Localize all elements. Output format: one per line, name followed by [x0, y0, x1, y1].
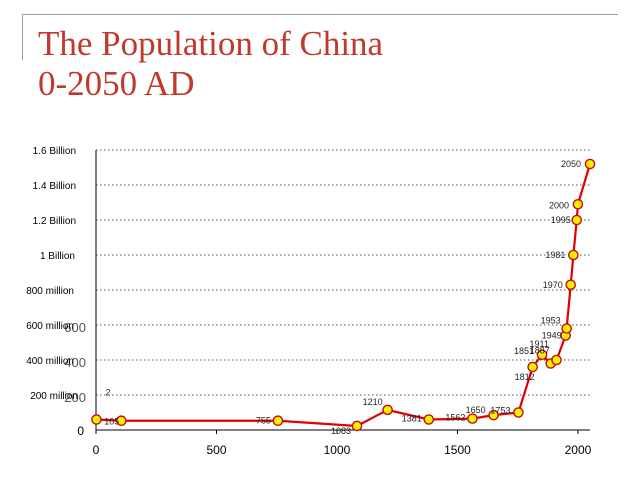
- data-point: [527, 361, 538, 373]
- data-point: [551, 354, 562, 366]
- faint-y-tick-label: 600: [64, 320, 86, 335]
- data-point: [513, 407, 524, 418]
- y-tick-label-0: 0: [77, 424, 84, 438]
- y-annotation-label: 1 Billion: [40, 251, 75, 262]
- data-point-label: 2050: [561, 159, 581, 169]
- data-point-label: 1753: [490, 406, 510, 416]
- data-point-label: 1911: [530, 339, 549, 349]
- data-point-label: 1995: [551, 215, 571, 225]
- data-point: [382, 404, 393, 416]
- y-annotation-label: 200 million: [30, 391, 78, 402]
- data-point: [467, 413, 478, 424]
- title-line-2: 0-2050 AD: [38, 64, 195, 103]
- data-point-label: 1210: [363, 397, 383, 407]
- y-annotation-label: 800 million: [26, 286, 74, 297]
- data-point: [565, 279, 577, 291]
- slide-frame-horizontal-bar: [22, 14, 618, 15]
- data-point: [116, 415, 127, 427]
- data-point-label: 1650: [466, 405, 486, 415]
- data-point-label: 2000: [549, 200, 569, 210]
- x-tick-label: 500: [206, 443, 226, 457]
- data-point-label: 1887: [530, 346, 550, 356]
- slide-frame-vertical-bar: [22, 14, 23, 60]
- x-tick-label: 1000: [324, 443, 351, 457]
- x-tick-label: 0: [93, 443, 100, 457]
- data-point: [488, 409, 499, 421]
- data-point-label: 1083: [331, 426, 351, 436]
- data-point-label: 755: [256, 416, 271, 426]
- data-point: [536, 349, 548, 361]
- data-point-label: 1953: [541, 316, 561, 326]
- data-point: [568, 249, 579, 261]
- y-annotation-label: 400 million: [26, 356, 74, 367]
- data-point-label: 1970: [543, 280, 563, 290]
- x-tick-label: 2000: [565, 443, 592, 457]
- slide-title: The Population of China 0-2050 AD: [38, 24, 383, 104]
- data-point-label: 1381: [402, 414, 422, 424]
- x-tick-label: 1500: [444, 443, 471, 457]
- data-point: [351, 420, 363, 432]
- data-point-label: 1949: [542, 331, 562, 341]
- data-point-label: 1562: [445, 413, 465, 423]
- data-point: [572, 198, 584, 210]
- data-point: [584, 158, 596, 170]
- population-line: [96, 163, 592, 428]
- data-point: [561, 323, 572, 334]
- data-point: [91, 414, 102, 425]
- data-point-label: 2: [105, 388, 110, 398]
- data-point-label: 1981: [545, 250, 565, 260]
- data-point-label: 105: [104, 417, 119, 427]
- y-annotation-label: 600 million: [26, 321, 74, 332]
- faint-y-tick-label: 400: [64, 355, 86, 370]
- faint-y-tick-label: 200: [64, 390, 86, 405]
- data-point: [423, 414, 435, 425]
- data-point: [272, 415, 284, 427]
- y-annotation-label: 1.6 Billion: [33, 146, 76, 157]
- y-annotation-label: 1.4 Billion: [33, 181, 76, 192]
- title-line-1: The Population of China: [38, 24, 384, 63]
- y-annotation-label: 1.2 Billion: [33, 216, 76, 227]
- data-point-label: 1812: [515, 372, 535, 382]
- data-point: [571, 214, 583, 226]
- data-point-label: 1851: [514, 346, 534, 356]
